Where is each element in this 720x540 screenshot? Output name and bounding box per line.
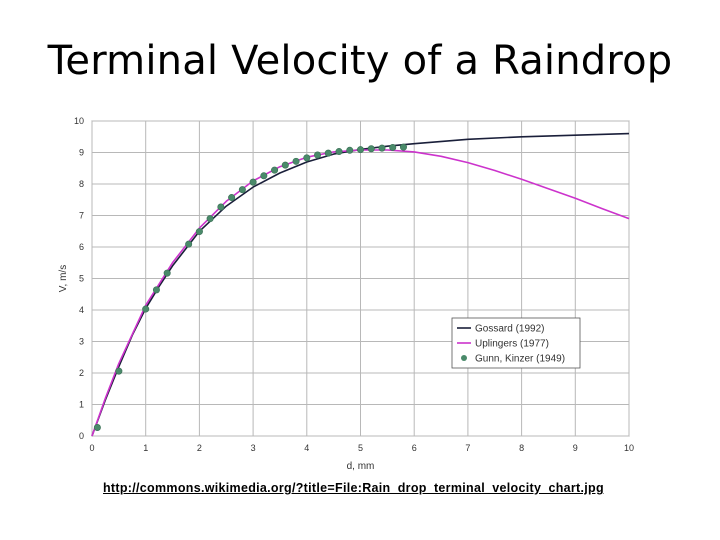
y-tick-label: 6 <box>79 242 84 252</box>
legend-box <box>451 317 581 369</box>
y-tick-label: 1 <box>79 400 84 410</box>
data-point <box>152 286 160 294</box>
legend-swatch <box>461 355 467 361</box>
y-tick-label: 2 <box>79 368 84 378</box>
data-point <box>93 423 101 431</box>
data-point <box>249 178 257 186</box>
x-tick-label: 8 <box>519 443 524 453</box>
chart-grid <box>91 120 630 437</box>
legend-entry: Gossard (1992) <box>475 324 544 335</box>
chart-series <box>91 132 630 437</box>
y-tick-label: 7 <box>79 211 84 221</box>
y-axis-label: V, m/s <box>58 265 69 292</box>
data-point <box>378 144 386 152</box>
data-point <box>346 146 354 154</box>
y-tick-label: 8 <box>79 179 84 189</box>
y-tick-label: 0 <box>79 431 84 441</box>
y-tick-label: 3 <box>79 337 84 347</box>
data-point <box>195 228 203 236</box>
data-point <box>260 172 268 180</box>
y-tick-label: 5 <box>79 274 84 284</box>
x-tick-label: 0 <box>89 443 94 453</box>
x-tick-label: 4 <box>304 443 309 453</box>
x-tick-label: 6 <box>412 443 417 453</box>
data-point <box>367 145 375 153</box>
data-point <box>217 203 225 211</box>
data-point <box>292 157 300 165</box>
x-tick-label: 9 <box>573 443 578 453</box>
y-tick-label: 9 <box>79 148 84 158</box>
data-point <box>399 143 407 151</box>
data-point <box>314 151 322 159</box>
x-axis-label: d, mm <box>347 461 375 472</box>
x-tick-label: 5 <box>358 443 363 453</box>
terminal-velocity-chart: 0 1 2 3 4 5 6 7 8 9 10 0 1 2 3 4 5 6 7 8 9 10 d, mm V, m/s Goss… <box>58 116 634 472</box>
data-point <box>206 215 214 223</box>
data-point <box>115 367 123 375</box>
data-point <box>335 148 343 156</box>
data-point <box>324 149 332 157</box>
data-point <box>185 240 193 248</box>
chart-legend: Gossard (1992) Uplingers (1977) Gunn, Kinz… <box>451 317 581 369</box>
x-tick-label: 7 <box>465 443 470 453</box>
source-link[interactable]: http://commons.wikimedia.org/?title=File… <box>103 481 604 495</box>
data-point <box>356 146 364 154</box>
legend-entry: Gunn, Kinzer (1949) <box>475 354 565 365</box>
data-point <box>281 161 289 169</box>
data-point <box>142 305 150 313</box>
y-tick-label: 4 <box>79 305 84 315</box>
slide-title: Terminal Velocity of a Raindrop <box>47 38 673 84</box>
legend-entry: Uplingers (1977) <box>475 339 549 350</box>
chart-axes: 0 1 2 3 4 5 6 7 8 9 10 0 1 2 3 4 5 6 7 8 9 10 d, mm V, m/s <box>58 116 634 472</box>
x-tick-label: 1 <box>143 443 148 453</box>
data-point <box>271 166 279 174</box>
data-point <box>303 154 311 162</box>
y-tick-label: 10 <box>74 116 84 126</box>
data-point <box>238 186 246 194</box>
x-tick-label: 10 <box>624 443 634 453</box>
x-tick-label: 3 <box>251 443 256 453</box>
data-point <box>163 269 171 277</box>
data-point <box>389 143 397 151</box>
data-point <box>228 194 236 202</box>
x-tick-label: 2 <box>197 443 202 453</box>
